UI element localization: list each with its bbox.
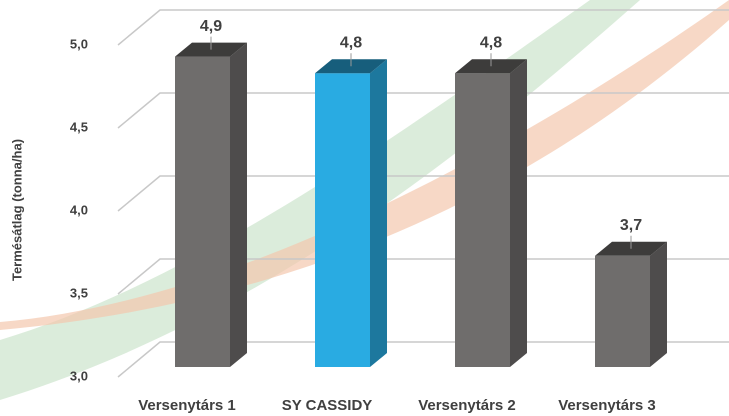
x-tick-label: Versenytárs 1 <box>138 397 236 414</box>
grid-line <box>117 341 729 378</box>
grid-line <box>117 258 729 295</box>
bar-face <box>230 42 247 367</box>
bar-face <box>595 255 650 367</box>
bar-face <box>650 241 667 367</box>
bar-face <box>315 73 370 367</box>
y-tick-label: 3,5 <box>70 285 88 300</box>
x-tick-label: SY CASSIDY <box>282 397 373 414</box>
bar <box>175 42 247 367</box>
bar-face <box>510 59 527 367</box>
bar-face <box>175 56 230 367</box>
bar-face <box>370 59 387 367</box>
x-tick-label: Versenytárs 2 <box>418 397 516 414</box>
grid-line <box>117 175 729 212</box>
bar-face <box>455 73 510 367</box>
bar <box>595 241 667 367</box>
x-tick-label: Versenytárs 3 <box>558 397 656 414</box>
y-tick-label: 4,5 <box>70 119 88 134</box>
y-tick-label: 3,0 <box>70 368 88 383</box>
value-label: 4,8 <box>480 34 502 51</box>
bar <box>455 59 527 367</box>
y-axis-label: Termésátlag (tonna/ha) <box>9 139 24 281</box>
value-label: 3,7 <box>620 217 642 234</box>
grid-line <box>117 9 729 46</box>
y-tick-label: 5,0 <box>70 36 88 51</box>
value-label: 4,8 <box>340 34 362 51</box>
y-tick-label: 4,0 <box>70 202 88 217</box>
bar <box>315 59 387 367</box>
value-label: 4,9 <box>200 18 222 35</box>
grid-line <box>117 92 729 129</box>
